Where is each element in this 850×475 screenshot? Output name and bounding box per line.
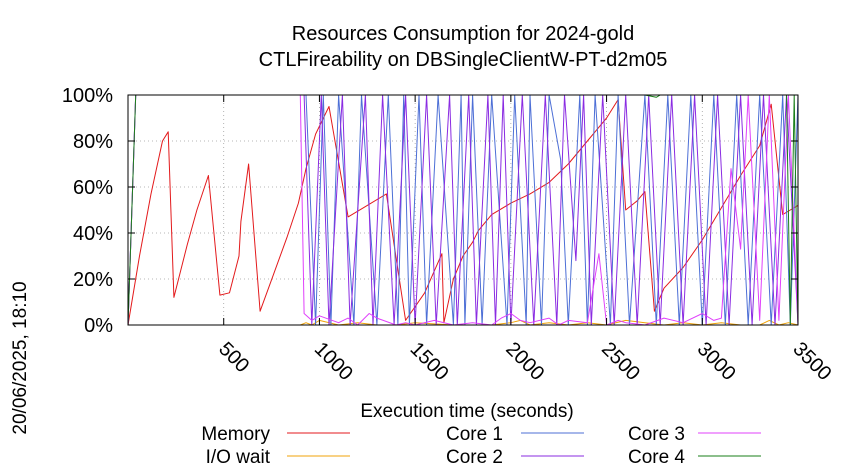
timestamp-label: 20/06/2025, 18:10 <box>10 281 31 434</box>
y-tick-label: 0% <box>84 315 113 337</box>
x-axis-label: Execution time (seconds) <box>360 401 573 422</box>
chart-subtitle: CTLFireability on DBSingleClientW-PT-d2m… <box>259 49 668 71</box>
x-tick-label: 500 <box>214 338 253 377</box>
series-lines <box>127 94 799 326</box>
x-tick-label: 3500 <box>788 338 835 385</box>
plot-border <box>127 94 799 326</box>
series-line-core-3 <box>127 94 799 326</box>
y-tick-label: 100% <box>62 85 113 107</box>
legend-label: Core 2 <box>446 447 503 468</box>
x-tick-label: 1500 <box>406 338 453 385</box>
y-tick-label: 80% <box>73 131 113 153</box>
series-line-core-2 <box>127 94 799 326</box>
y-tick-label: 20% <box>73 269 113 291</box>
legend-label: Core 1 <box>446 424 503 445</box>
legend-label: Core 3 <box>628 424 685 445</box>
chart-title: Resources Consumption for 2024-gold <box>292 23 634 45</box>
y-axis-ticks: 0% 20% 40% 60% 80% 100% <box>62 85 798 337</box>
legend-label: Core 4 <box>628 447 685 468</box>
y-tick-label: 60% <box>73 177 113 199</box>
x-tick-label: 1000 <box>310 338 357 385</box>
x-tick-label: 2500 <box>597 338 644 385</box>
series-line-memory <box>127 99 799 326</box>
legend-label: I/O wait <box>206 447 271 468</box>
x-tick-label: 2000 <box>501 338 548 385</box>
legend-label: Memory <box>201 424 270 445</box>
x-tick-label: 3000 <box>693 338 740 385</box>
y-tick-label: 40% <box>73 223 113 245</box>
